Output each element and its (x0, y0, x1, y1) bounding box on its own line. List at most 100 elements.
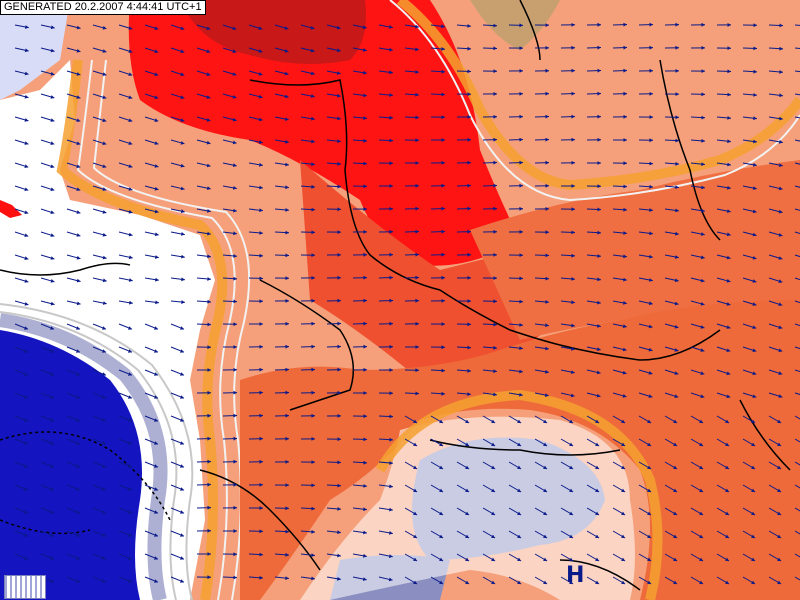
wind-arrow-head (415, 47, 419, 52)
wind-arrow-head (519, 91, 523, 96)
wind-arrow-head (491, 419, 496, 423)
wind-arrow-head (388, 554, 393, 558)
wind-arrow-head (154, 209, 159, 214)
wind-arrow-head (128, 349, 132, 353)
wind-arrow-head (233, 186, 237, 190)
wind-arrow-head (752, 325, 757, 329)
wind-arrow-head (649, 254, 653, 259)
wind-arrow-head (363, 230, 367, 234)
wind-arrow-head (285, 185, 289, 190)
wind-arrow-head (337, 576, 341, 581)
wind-arrow-head (467, 24, 471, 28)
wind-arrow-head (50, 71, 55, 76)
wind-arrow-head (648, 371, 653, 375)
wind-arrow-head (467, 69, 471, 74)
wind-arrow-head (128, 395, 132, 399)
wind-arrow-head (441, 92, 445, 97)
wind-arrow-head (389, 298, 393, 303)
wind-arrow-head (621, 442, 626, 446)
wind-arrow-head (753, 139, 757, 144)
wind-arrow-head (102, 278, 107, 283)
wind-arrow-head (753, 69, 757, 74)
wind-arrow-head (206, 95, 211, 99)
wind-arrow-head (154, 118, 159, 122)
wind-arrow-head (337, 483, 341, 488)
wind-arrow-head (752, 209, 757, 214)
wind-arrow-head (285, 460, 289, 464)
wind-arrow-head (284, 117, 289, 121)
wind-arrow-head (595, 534, 600, 538)
wind-arrow-head (310, 71, 315, 76)
wind-arrow-head (102, 49, 107, 53)
wind-arrow-head (233, 322, 237, 327)
wind-arrow-head (128, 95, 133, 100)
wind-arrow-head (726, 302, 731, 306)
wind-arrow-head (24, 372, 28, 376)
wind-arrow-head (623, 254, 627, 259)
wind-arrow-head (207, 436, 211, 441)
wind-arrow (794, 139, 800, 142)
red-stub (0, 200, 22, 218)
wind-arrow (794, 553, 800, 558)
wind-arrow-head (389, 229, 393, 234)
wind-arrow-head (545, 160, 549, 165)
wind-arrow-head (597, 207, 601, 212)
wind-arrow-head (675, 115, 679, 120)
wind-arrow-head (519, 69, 523, 73)
wind-arrow-head (259, 459, 263, 464)
wind-arrow-head (571, 114, 575, 119)
wind-arrow-head (649, 115, 653, 119)
wind-arrow-head (311, 184, 315, 189)
wind-arrow-head (699, 534, 704, 538)
deep-blue-region (0, 330, 142, 600)
wind-arrow-head (50, 510, 54, 514)
wind-arrow-head (233, 505, 237, 510)
wind-arrow-head (363, 553, 367, 558)
wind-arrow-head (493, 69, 497, 73)
wind-arrow-head (128, 487, 132, 491)
wind-arrow-head (102, 187, 107, 191)
wind-arrow-head (180, 579, 184, 583)
wind-arrow-head (388, 577, 393, 582)
wind-arrow-head (180, 26, 185, 30)
wind-arrow-head (389, 47, 393, 52)
wind-arrow-head (545, 369, 549, 374)
wind-arrow (794, 346, 800, 350)
wind-arrow-head (441, 322, 445, 326)
wind-arrow-head (24, 418, 28, 422)
wind-arrow-head (597, 230, 601, 235)
orange-band-east (396, 0, 800, 191)
wind-arrow-head (311, 437, 315, 441)
wind-arrow-head (727, 139, 731, 144)
wind-arrow (794, 70, 800, 73)
wind-arrow-head (752, 371, 757, 376)
wind-arrow-head (675, 161, 679, 166)
wind-arrow-head (50, 372, 54, 376)
wind-arrow-head (389, 461, 393, 465)
wind-arrow-head (752, 348, 757, 353)
wind-arrow-head (595, 419, 600, 423)
wind-arrow-head (753, 162, 757, 167)
wind-arrow-head (493, 276, 497, 280)
wind-arrow (794, 24, 800, 26)
wind-arrow (794, 392, 800, 395)
wind-arrow-head (726, 394, 731, 399)
wind-arrow-head (517, 442, 522, 446)
wind-arrow-head (154, 141, 159, 145)
wind-arrow-head (259, 413, 263, 418)
wind-arrow-head (336, 48, 341, 53)
wind-arrow-head (493, 206, 497, 211)
wind-arrow-head (232, 26, 237, 30)
wind-arrow-head (751, 442, 756, 446)
wind-arrow-head (259, 208, 263, 213)
wind-arrow-head (597, 68, 601, 73)
wind-arrow-head (517, 488, 522, 492)
wind-arrow-head (24, 25, 29, 29)
wind-arrow-head (311, 483, 315, 488)
wind-arrow-head (493, 46, 497, 51)
wind-arrow-head (128, 326, 132, 330)
wind-arrow-head (102, 418, 106, 422)
wind-arrow-head (259, 483, 263, 487)
wind-arrow-head (128, 510, 132, 514)
wind-arrow-head (337, 530, 341, 535)
